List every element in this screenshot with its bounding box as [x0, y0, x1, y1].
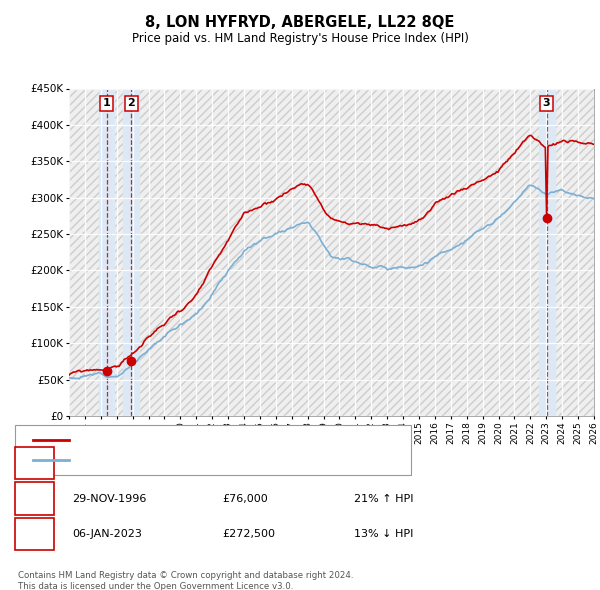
Text: 13% ↓ HPI: 13% ↓ HPI: [354, 529, 413, 539]
Text: 06-JAN-2023: 06-JAN-2023: [72, 529, 142, 539]
Bar: [98, 88, 115, 416]
HPI: Average price, detached house, Conwy: (1.99e+03, 5.24e+04): Average price, detached house, Conwy: (1…: [65, 374, 73, 381]
Bar: [539, 88, 554, 416]
Text: 3: 3: [543, 99, 550, 109]
Text: 1: 1: [103, 99, 110, 109]
8, LON HYFRYD, ABERGELE, LL22 8QE (detached house): [395, 222, 403, 230]
Text: 8, LON HYFRYD, ABERGELE, LL22 8QE: 8, LON HYFRYD, ABERGELE, LL22 8QE: [145, 15, 455, 30]
HPI: Average price, detached house, Conwy: (2.02e+03, 2.29e+05): Average price, detached house, Conwy: (2…: [448, 246, 455, 253]
Line: 8, LON HYFRYD, ABERGELE, LL22 8QE (detached house): 8, LON HYFRYD, ABERGELE, LL22 8QE (detac…: [69, 136, 594, 375]
Text: 3% ↑ HPI: 3% ↑ HPI: [354, 458, 406, 468]
8, LON HYFRYD, ABERGELE, LL22 8QE (detached house): [527, 132, 535, 139]
Text: 8, LON HYFRYD, ABERGELE, LL22 8QE (detached house): 8, LON HYFRYD, ABERGELE, LL22 8QE (detac…: [75, 435, 366, 445]
8, LON HYFRYD, ABERGELE, LL22 8QE (detached house): [236, 217, 244, 224]
HPI: Average price, detached house, Conwy: (2e+03, 7.13e+04): Average price, detached house, Conwy: (2…: [130, 360, 137, 368]
HPI: Average price, detached house, Conwy: (2.01e+03, 2.52e+05): Average price, detached house, Conwy: (2…: [275, 229, 282, 236]
Text: HPI: Average price, detached house, Conwy: HPI: Average price, detached house, Conw…: [75, 455, 303, 464]
Text: 2: 2: [127, 99, 135, 109]
HPI: Average price, detached house, Conwy: (2.02e+03, 3.17e+05): Average price, detached house, Conwy: (2…: [526, 182, 533, 189]
Text: 1: 1: [30, 457, 39, 470]
Text: 10-MAY-1995: 10-MAY-1995: [72, 458, 144, 468]
HPI: Average price, detached house, Conwy: (2.02e+03, 2.28e+05): Average price, detached house, Conwy: (2…: [446, 247, 453, 254]
HPI: Average price, detached house, Conwy: (2.03e+03, 2.98e+05): Average price, detached house, Conwy: (2…: [590, 195, 598, 202]
8, LON HYFRYD, ABERGELE, LL22 8QE (detached house): [273, 195, 280, 202]
Text: 29-NOV-1996: 29-NOV-1996: [72, 494, 146, 503]
Text: £272,500: £272,500: [222, 529, 275, 539]
Text: 3: 3: [30, 527, 39, 540]
8, LON HYFRYD, ABERGELE, LL22 8QE (detached house): [128, 350, 136, 357]
8, LON HYFRYD, ABERGELE, LL22 8QE (detached house): [590, 141, 598, 148]
HPI: Average price, detached house, Conwy: (2e+03, 2.2e+05): Average price, detached house, Conwy: (2…: [238, 252, 245, 259]
Bar: [123, 88, 139, 416]
8, LON HYFRYD, ABERGELE, LL22 8QE (detached house): [445, 194, 452, 201]
Line: HPI: Average price, detached house, Conwy: HPI: Average price, detached house, Conw…: [69, 185, 594, 379]
Text: 21% ↑ HPI: 21% ↑ HPI: [354, 494, 413, 503]
HPI: Average price, detached house, Conwy: (2.01e+03, 2.05e+05): Average price, detached house, Conwy: (2…: [397, 264, 404, 271]
Text: Contains HM Land Registry data © Crown copyright and database right 2024.
This d: Contains HM Land Registry data © Crown c…: [18, 571, 353, 590]
Text: £76,000: £76,000: [222, 494, 268, 503]
Text: £62,000: £62,000: [222, 458, 268, 468]
8, LON HYFRYD, ABERGELE, LL22 8QE (detached house): [65, 372, 73, 379]
8, LON HYFRYD, ABERGELE, LL22 8QE (detached house): [447, 192, 454, 199]
HPI: Average price, detached house, Conwy: (1.99e+03, 5.13e+04): Average price, detached house, Conwy: (1…: [72, 375, 79, 382]
Text: Price paid vs. HM Land Registry's House Price Index (HPI): Price paid vs. HM Land Registry's House …: [131, 32, 469, 45]
Text: 2: 2: [30, 492, 39, 505]
